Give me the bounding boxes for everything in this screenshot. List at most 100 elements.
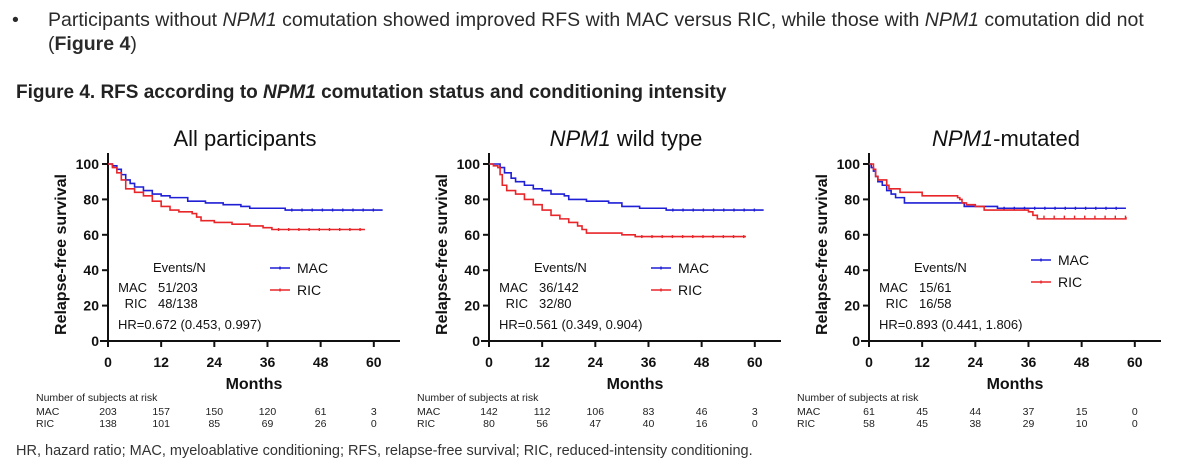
at-risk-table: Number of subjects at risk MAC 203 157 150 12… <box>36 392 396 432</box>
km-chart-1: NPM1 wild type Relapse-free survival 0 20 40… <box>434 126 781 393</box>
events-header: Events/N <box>534 260 587 275</box>
y-tick-label: 80 <box>844 191 860 207</box>
x-tick-label: 60 <box>747 354 763 370</box>
y-tick-label: 40 <box>83 262 99 278</box>
x-tick-label: 60 <box>1127 354 1143 370</box>
x-tick-label: 48 <box>1074 354 1090 370</box>
events-group-label: RIC <box>125 296 147 311</box>
at-risk-value: 47 <box>589 418 602 430</box>
at-risk-value: 203 <box>99 406 117 418</box>
at-risk-header: Number of subjects at risk <box>797 392 919 404</box>
km-chart-0: All participants Relapse-free survival 0 20… <box>53 126 400 393</box>
events-value: 51/203 <box>158 280 198 295</box>
chart-title-text: wild type <box>611 126 703 151</box>
y-tick-label: 80 <box>464 191 480 207</box>
at-risk-table: Number of subjects at risk MAC 142 112 106 83… <box>417 392 777 432</box>
hazard-ratio: HR=0.893 (0.441, 1.806) <box>879 317 1022 332</box>
x-tick-label: 60 <box>366 354 382 370</box>
x-tick-label: 48 <box>694 354 710 370</box>
summary-text: Participants without NPM1 comutation sho… <box>48 8 1198 56</box>
text-run: comutation did not ( <box>48 9 1144 55</box>
x-tick-label: 36 <box>1021 354 1037 370</box>
x-tick-label: 48 <box>313 354 329 370</box>
legend-label-mac: MAC <box>1058 252 1089 268</box>
x-tick-label: 36 <box>641 354 657 370</box>
at-risk-value: 29 <box>1022 418 1035 430</box>
text-run: comutation status and conditioning inten… <box>315 82 727 103</box>
x-axis-label: Months <box>607 376 664 393</box>
at-risk-value: 80 <box>483 418 495 430</box>
y-tick-label: 100 <box>457 156 481 172</box>
at-risk-group-label: MAC <box>36 406 60 418</box>
events-group-label: RIC <box>886 296 908 311</box>
at-risk-value: 106 <box>586 406 605 418</box>
events-value: 15/61 <box>919 280 952 295</box>
at-risk-value: 45 <box>916 418 928 430</box>
x-tick-label: 24 <box>588 354 604 370</box>
y-tick-label: 20 <box>844 298 860 314</box>
y-tick-label: 60 <box>844 227 860 243</box>
x-tick-label: 24 <box>968 354 984 370</box>
events-group-label: MAC <box>499 280 528 295</box>
legend-label-mac: MAC <box>678 260 709 276</box>
km-curve-ric <box>489 163 746 238</box>
y-tick-label: 40 <box>464 262 480 278</box>
at-risk-value: 58 <box>863 418 875 430</box>
y-tick-label: 0 <box>852 333 860 349</box>
x-axis-label: Months <box>987 376 1044 393</box>
at-risk-value: 10 <box>1075 418 1088 430</box>
at-risk-value: 61 <box>863 406 875 418</box>
at-risk-value: 44 <box>969 406 982 418</box>
chart-title-text: All participants <box>173 126 316 151</box>
km-curve-ric <box>869 163 1127 220</box>
at-risk-value: 120 <box>258 406 277 418</box>
at-risk-value: 138 <box>99 418 117 430</box>
events-value: 36/142 <box>539 280 579 295</box>
at-risk-header: Number of subjects at risk <box>417 392 539 404</box>
at-risk-value: 3 <box>751 406 758 418</box>
y-tick-label: 60 <box>464 227 480 243</box>
km-curve-ric <box>108 163 365 231</box>
y-tick-label: 0 <box>91 333 99 349</box>
at-risk-value: 0 <box>370 418 377 430</box>
x-tick-label: 12 <box>534 354 550 370</box>
at-risk-value: 150 <box>205 406 224 418</box>
at-risk-group-label: RIC <box>797 418 816 430</box>
hazard-ratio: HR=0.672 (0.453, 0.997) <box>118 317 261 332</box>
at-risk-value: 56 <box>536 418 548 430</box>
at-risk-value: 101 <box>152 418 170 430</box>
x-tick-label: 36 <box>260 354 276 370</box>
x-tick-label: 0 <box>485 354 493 370</box>
at-risk-value: 157 <box>152 406 170 418</box>
km-curve-mac <box>489 163 764 211</box>
y-axis-label: Relapse-free survival <box>434 174 451 335</box>
events-group-label: MAC <box>879 280 908 295</box>
y-tick-label: 80 <box>83 191 99 207</box>
x-tick-label: 12 <box>153 354 169 370</box>
text-run: ) <box>130 33 137 55</box>
at-risk-value: 69 <box>261 418 274 430</box>
chart-title-gene: NPM1 <box>550 126 611 151</box>
chart-title: All participants <box>173 126 316 151</box>
y-tick-label: 20 <box>464 298 480 314</box>
at-risk-group-label: MAC <box>797 406 821 418</box>
at-risk-value: 61 <box>314 406 327 418</box>
at-risk-value: 112 <box>533 406 551 418</box>
at-risk-value: 45 <box>916 406 928 418</box>
gene-name: NPM1 <box>263 82 316 103</box>
figure-title: Figure 4. RFS according to NPM1 comutati… <box>16 82 726 104</box>
at-risk-header: Number of subjects at risk <box>36 392 158 404</box>
events-value: 32/80 <box>539 296 572 311</box>
legend-label-ric: RIC <box>678 282 702 298</box>
at-risk-group-label: RIC <box>36 418 55 430</box>
at-risk-group-label: RIC <box>417 418 436 430</box>
at-risk-value: 83 <box>642 406 655 418</box>
events-header: Events/N <box>153 260 206 275</box>
at-risk-value: 0 <box>1131 418 1138 430</box>
y-tick-label: 40 <box>844 262 860 278</box>
at-risk-value: 0 <box>751 418 758 430</box>
figure-reference: Figure 4 <box>54 33 131 55</box>
figure-footnote: HR, hazard ratio; MAC, myeloablative con… <box>16 443 753 459</box>
at-risk-group-label: MAC <box>417 406 441 418</box>
at-risk-value: 46 <box>695 406 708 418</box>
